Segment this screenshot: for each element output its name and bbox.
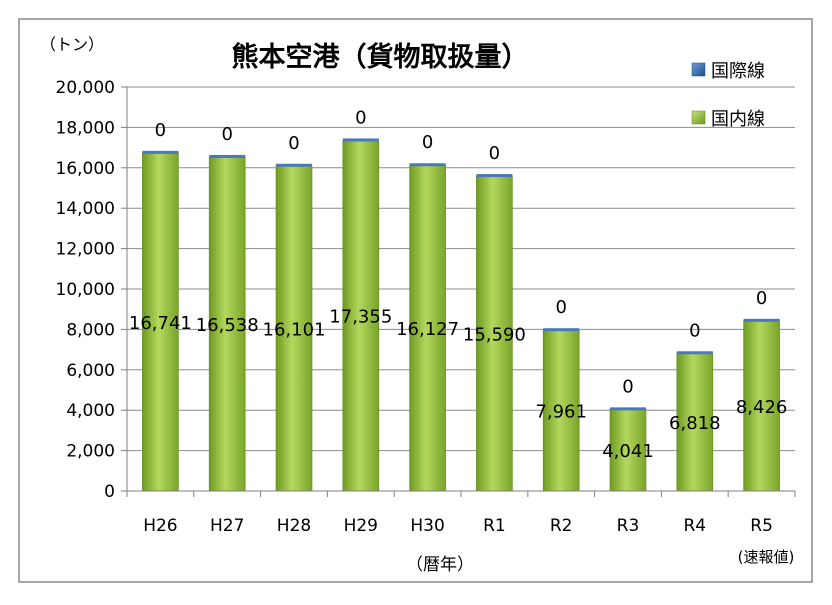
x-axis-label: （暦年） <box>406 555 474 575</box>
y-tick-label: 16,000 <box>56 159 115 179</box>
x-tick-label: H28 <box>277 516 311 536</box>
data-label-domestic: 7,961 <box>535 402 587 423</box>
bar-domestic <box>476 175 513 492</box>
x-tick-label: R1 <box>483 516 506 536</box>
data-label-international: 0 <box>288 133 299 154</box>
bars: 0 16,741 0 16,538 0 16,101 0 17,355 0 16,127 0 15,5… <box>129 107 788 492</box>
y-axis: 0 2,000 4,000 6,000 8,000 10,000 12,000 14,000 1… <box>56 78 128 502</box>
data-label-domestic: 16,741 <box>129 313 192 334</box>
bar-domestic <box>342 140 380 492</box>
bar-domestic <box>275 165 313 492</box>
legend-swatch-domestic <box>691 110 706 125</box>
data-label-domestic: 16,538 <box>196 315 259 336</box>
bar-international <box>610 407 646 411</box>
data-label-domestic: 15,590 <box>463 325 526 346</box>
y-tick-label: 18,000 <box>56 118 115 138</box>
legend-label-domestic: 国内線 <box>711 109 765 130</box>
y-tick-label: 8,000 <box>66 320 115 340</box>
y-tick-label: 4,000 <box>66 401 115 421</box>
bar-international <box>676 351 713 355</box>
data-label-international: 0 <box>422 132 433 153</box>
chart-title: 熊本空港（貨物取扱量） <box>232 41 529 73</box>
x-tick-label: H30 <box>410 516 444 536</box>
data-label-international: 0 <box>221 124 232 145</box>
y-tick-label: 6,000 <box>66 361 115 381</box>
bar-domestic <box>743 320 780 492</box>
category-note: (速報値) <box>738 548 795 566</box>
bar-domestic <box>208 156 246 492</box>
data-label-domestic: 4,041 <box>602 441 654 462</box>
bar-domestic <box>409 164 446 492</box>
bar-domestic <box>142 152 179 492</box>
data-label-international: 0 <box>622 376 633 397</box>
bar-international <box>476 174 513 178</box>
x-tick-label: R2 <box>550 516 573 536</box>
y-tick-label: 20,000 <box>56 78 115 98</box>
y-tick-label: 12,000 <box>56 240 115 260</box>
x-tick-label: H29 <box>344 516 378 536</box>
data-label-international: 0 <box>689 320 700 341</box>
data-label-domestic: 16,101 <box>263 319 326 340</box>
data-label-domestic: 16,127 <box>396 319 459 340</box>
bar-international <box>342 138 379 142</box>
x-tick-label: R5 <box>750 516 773 536</box>
y-unit-label: （トン） <box>40 35 104 54</box>
bar-international <box>743 318 780 322</box>
data-label-international: 0 <box>155 120 166 141</box>
bar-international <box>276 163 312 167</box>
y-tick-label: 2,000 <box>66 442 115 462</box>
x-tick-label: R3 <box>617 516 640 536</box>
x-tick-label: R4 <box>683 516 706 536</box>
bar-domestic <box>676 352 714 492</box>
data-label-international: 0 <box>555 297 566 318</box>
data-label-international: 0 <box>489 143 500 164</box>
bar-domestic <box>609 409 647 492</box>
bar-international <box>543 328 580 332</box>
data-label-domestic: 8,426 <box>736 397 788 418</box>
y-tick-label: 14,000 <box>56 199 115 219</box>
legend-swatch-international <box>691 62 706 77</box>
data-label-international: 0 <box>355 107 366 128</box>
data-label-international: 0 <box>756 288 767 309</box>
bar-international <box>142 150 179 154</box>
data-label-domestic: 17,355 <box>329 307 392 328</box>
x-tick-label: H26 <box>143 516 177 536</box>
bar-international <box>409 163 446 167</box>
bar-international <box>209 154 246 158</box>
legend-label-international: 国際線 <box>711 61 765 82</box>
y-tick-label: 0 <box>104 482 115 502</box>
x-axis: H26 H27 H28 H29 H30 R1 R2 R3 R4 R5 <box>126 490 796 536</box>
y-tick-label: 10,000 <box>56 280 115 300</box>
x-tick-label: H27 <box>210 516 244 536</box>
legend: 国際線 国内線 <box>691 61 765 130</box>
data-label-domestic: 6,818 <box>669 413 721 434</box>
